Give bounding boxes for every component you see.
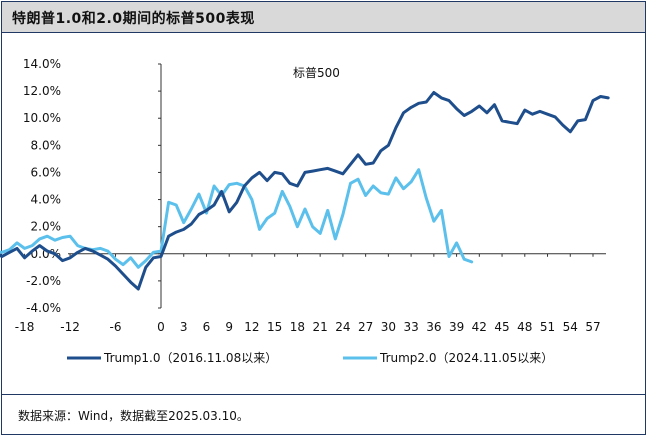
series-line-trump1 [0,91,610,291]
x-tick-label: 48 [517,320,532,334]
x-tick-label: 27 [358,320,373,334]
x-tick-label: 21 [313,320,328,334]
x-tick-label: 57 [585,320,600,334]
y-tick-label: 10.0% [23,111,61,125]
chart-annotation: 标普500 [293,66,340,80]
y-tick-label: 4.0% [31,193,62,207]
legend-item-trump1: Trump1.0（2016.11.08以来） [67,351,277,365]
y-tick-label: 0.0% [31,247,62,261]
legend-label: Trump1.0（2016.11.08以来） [103,351,277,365]
x-tick-label: 39 [449,320,464,334]
series-layer [0,91,610,291]
legend-label: Trump2.0（2024.11.05以来） [379,351,553,365]
x-tick-label: 9 [225,320,233,334]
x-axis: -24-18-12-603691215182124273033363942454… [15,253,606,334]
x-tick-label: -12 [60,320,80,334]
y-tick-label: 8.0% [31,138,62,152]
x-tick-label: -6 [110,320,122,334]
x-tick-label: 6 [203,320,211,334]
x-tick-label: 42 [472,320,487,334]
y-tick-label: -2.0% [26,274,61,288]
y-tick-label: 12.0% [23,84,61,98]
x-tick-label: 51 [540,320,555,334]
x-tick-label: 30 [381,320,396,334]
y-tick-label: 14.0% [23,57,61,71]
x-tick-label: 33 [403,320,418,334]
x-tick-label: 36 [426,320,441,334]
chart-title: 特朗普1.0和2.0期间的标普500表现 [12,11,255,27]
x-tick-label: 3 [180,320,188,334]
source-note: 数据来源：Wind，数据截至2025.03.10。 [18,409,249,423]
x-tick-label: 54 [563,320,578,334]
legend-item-trump2: Trump2.0（2024.11.05以来） [343,351,553,365]
title-bar: 特朗普1.0和2.0期间的标普500表现 [2,2,645,33]
x-tick-label: 24 [335,320,350,334]
footer: 数据来源：Wind，数据截至2025.03.10。 [2,394,645,435]
x-tick-label: 12 [244,320,259,334]
y-axis: -4.0% -2.0% 0.0% 2.0% 4.0% 6.0% 8.0% 10.0% 12.0%… [23,57,162,315]
legend: Trump1.0（2016.11.08以来） Trump2.0（2024.11.0… [67,351,553,365]
y-tick-label: 2.0% [31,220,62,234]
x-tick-label: -18 [15,320,35,334]
x-tick-label: 0 [157,320,165,334]
x-tick-label: 45 [494,320,509,334]
x-tick-label: 15 [267,320,282,334]
x-tick-label: 18 [290,320,305,334]
y-tick-label: 6.0% [31,165,62,179]
y-tick-label: -4.0% [26,301,61,315]
